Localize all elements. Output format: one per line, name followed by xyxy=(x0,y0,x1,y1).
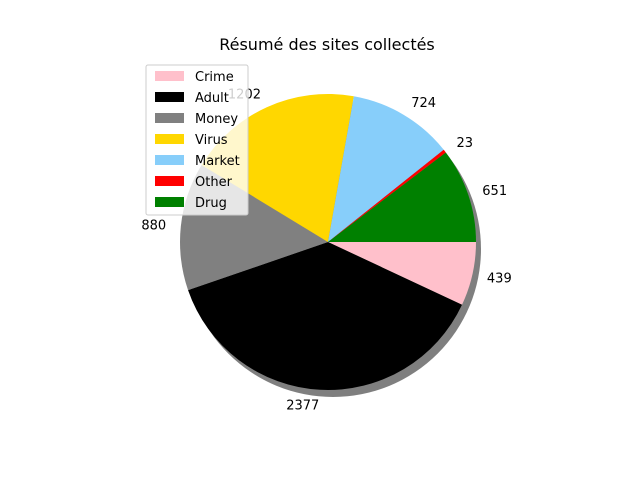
legend-label-money: Money xyxy=(195,112,238,127)
legend-swatch-money xyxy=(155,113,184,123)
pie-slice-other xyxy=(328,149,446,242)
pie-slice-market xyxy=(328,96,444,242)
legend-label-market: Market xyxy=(195,154,240,169)
value-label-market: 724 xyxy=(411,96,436,111)
legend-swatch-other xyxy=(155,176,184,186)
chart-title: Résumé des sites collectés xyxy=(219,35,435,54)
legend-swatch-drug xyxy=(155,197,184,207)
value-labels: 4392377880120272423651 xyxy=(141,88,511,414)
value-label-adult: 2377 xyxy=(286,399,319,414)
legend-label-drug: Drug xyxy=(195,196,227,211)
value-label-other: 23 xyxy=(456,136,473,151)
legend: Crime Adult Money Virus Market Other Drug xyxy=(145,64,249,216)
legend-swatch-adult xyxy=(155,92,184,102)
pie-slice-adult xyxy=(188,242,463,391)
value-label-money: 880 xyxy=(141,218,166,233)
pie-slice-crime xyxy=(328,242,476,305)
legend-swatch-market xyxy=(155,155,184,165)
value-label-crime: 439 xyxy=(487,271,512,286)
pie-slice-drug xyxy=(328,152,476,242)
legend-label-adult: Adult xyxy=(195,91,229,106)
value-label-drug: 651 xyxy=(482,184,507,199)
legend-label-other: Other xyxy=(195,175,233,190)
legend-swatch-crime xyxy=(155,71,184,81)
legend-label-crime: Crime xyxy=(195,70,234,85)
legend-swatch-virus xyxy=(155,134,184,144)
legend-label-virus: Virus xyxy=(195,133,228,148)
